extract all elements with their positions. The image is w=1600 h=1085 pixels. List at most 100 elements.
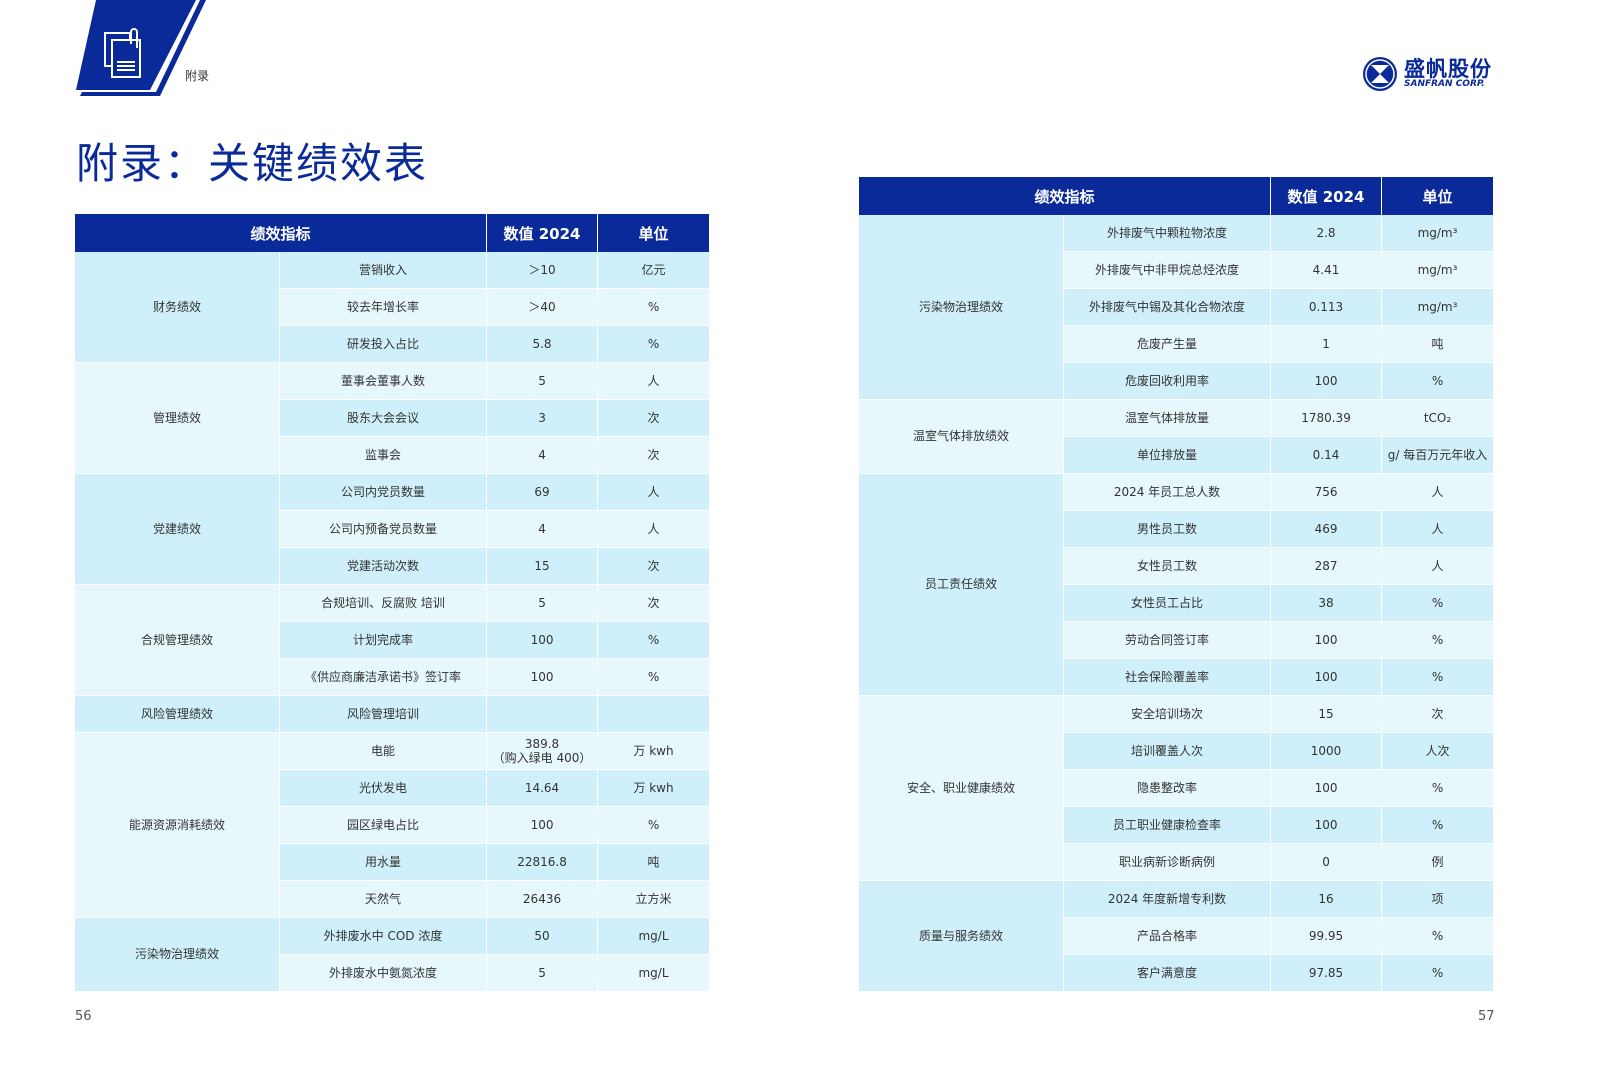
unit-cell: %: [598, 807, 710, 844]
unit-cell: %: [1382, 770, 1494, 807]
value-cell: 5: [487, 955, 599, 992]
value-cell: 469: [1271, 511, 1383, 548]
category-cell: 合规管理绩效: [75, 585, 280, 696]
table-row: 安全、职业健康绩效 安全培训场次 15 次: [859, 696, 1494, 881]
category-cell: 财务绩效: [75, 252, 280, 363]
unit-cell: 吨: [1382, 326, 1494, 363]
indicator-cell: 女性员工数: [1064, 548, 1272, 585]
table-row: 男性员工数 469 人: [859, 511, 1494, 548]
value-cell: 1780.39: [1271, 400, 1383, 437]
unit-cell: %: [1382, 363, 1494, 400]
unit-cell: 次: [1382, 696, 1494, 733]
unit-cell: mg/m³: [1382, 215, 1494, 252]
table-row: 培训覆盖人次 1000 人次: [859, 733, 1494, 770]
value-cell: 0.14: [1271, 437, 1383, 474]
unit-cell: %: [1382, 807, 1494, 844]
value-cell: 100: [1271, 770, 1383, 807]
table-row: 园区绿电占比 100%: [75, 807, 710, 844]
indicator-cell: 电能: [280, 733, 488, 770]
table-row: 《供应商廉洁承诺书》签订率 100%: [75, 659, 710, 696]
value-cell: 0: [1271, 844, 1383, 881]
value-cell: 100: [1271, 622, 1383, 659]
indicator-cell: 研发投入占比: [280, 326, 488, 363]
unit-cell: 次: [598, 437, 710, 474]
value-cell: 389.8 （购入绿电 400）: [487, 733, 599, 770]
page-title: 附录：关键绩效表: [76, 139, 429, 188]
unit-cell: 人: [598, 474, 710, 511]
table-row: 产品合格率 99.95%: [859, 918, 1494, 955]
value-cell: 100: [487, 622, 599, 659]
value-cell: 4: [487, 511, 599, 548]
indicator-cell: 党建活动次数: [280, 548, 488, 585]
table-row: 计划完成率 100%: [75, 622, 710, 659]
value-cell: 38: [1271, 585, 1383, 622]
column-header-value: 数值 2024: [487, 214, 599, 252]
indicator-cell: 温室气体排放量: [1064, 400, 1272, 437]
unit-cell: g/ 每百万元年收入: [1382, 437, 1494, 474]
table-row: 职业病新诊断病例 0 例: [859, 844, 1494, 881]
indicator-cell: 职业病新诊断病例: [1064, 844, 1272, 881]
unit-cell: tCO₂: [1382, 400, 1494, 437]
table-row: 能源资源消耗绩效 电能 389.8 （购入绿电 400）万 kwh: [75, 733, 710, 918]
unit-cell: %: [1382, 918, 1494, 955]
indicator-cell: 用水量: [280, 844, 488, 881]
table-row: 危废回收利用率 100%: [859, 363, 1494, 400]
unit-cell: 人次: [1382, 733, 1494, 770]
indicator-cell: 园区绿电占比: [280, 807, 488, 844]
column-header-indicator: 绩效指标: [859, 177, 1272, 215]
indicator-cell: 外排废水中 COD 浓度: [280, 918, 488, 955]
value-cell: 100: [1271, 659, 1383, 696]
unit-cell: 亿元: [598, 252, 710, 289]
unit-cell: 人: [598, 363, 710, 400]
indicator-cell: 监事会: [280, 437, 488, 474]
indicator-cell: 外排废气中颗粒物浓度: [1064, 215, 1272, 252]
indicator-cell: 产品合格率: [1064, 918, 1272, 955]
table-row: 用水量 22816.8 吨: [75, 844, 710, 881]
kpi-table-right: 绩效指标 数值 2024 单位 污染物治理绩效 外排废气中颗粒物浓度 2.8 mg/m…: [859, 177, 1494, 992]
value-cell: ＞10: [487, 252, 599, 289]
value-cell: 1: [1271, 326, 1383, 363]
indicator-cell: 单位排放量: [1064, 437, 1272, 474]
page-number-left: 56: [75, 1009, 92, 1024]
table-row: 单位排放量 0.14 g/ 每百万元年收入: [859, 437, 1494, 474]
table-row: 女性员工数 287 人: [859, 548, 1494, 585]
unit-cell: mg/L: [598, 955, 710, 992]
indicator-cell: 计划完成率: [280, 622, 488, 659]
value-cell: 5: [487, 363, 599, 400]
value-cell: 100: [1271, 363, 1383, 400]
value-cell: 5.8: [487, 326, 599, 363]
table-row: 污染物治理绩效 外排废水中 COD 浓度 50 mg/L: [75, 918, 710, 992]
table-row: 研发投入占比 5.8%: [75, 326, 710, 363]
category-cell: 风险管理绩效: [75, 696, 280, 733]
logo-en: SANFRAN CORP.: [1404, 79, 1485, 89]
unit-cell: %: [598, 659, 710, 696]
unit-cell: %: [598, 622, 710, 659]
section-corner-badge: [76, 0, 206, 96]
value-cell: 14.64: [487, 770, 599, 807]
unit-cell: %: [1382, 955, 1494, 992]
value-cell: 1000: [1271, 733, 1383, 770]
table-row: 客户满意度 97.85%: [859, 955, 1494, 992]
table-row: 危废产生量 1 吨: [859, 326, 1494, 363]
unit-cell: 次: [598, 400, 710, 437]
indicator-cell: 股东大会会议: [280, 400, 488, 437]
value-cell: 100: [487, 659, 599, 696]
unit-cell: mg/m³: [1382, 289, 1494, 326]
indicator-cell: 女性员工占比: [1064, 585, 1272, 622]
table-row: 合规管理绩效 合规培训、反腐败 培训 5 次: [75, 585, 710, 696]
section-label: 附录: [185, 69, 210, 83]
unit-cell: 例: [1382, 844, 1494, 881]
unit-cell: [598, 696, 710, 733]
category-cell: 质量与服务绩效: [859, 881, 1064, 992]
company-logo: 盛帆股份 SANFRAN CORP.: [1362, 56, 1492, 92]
indicator-cell: 合规培训、反腐败 培训: [280, 585, 488, 622]
indicator-cell: 董事会董事人数: [280, 363, 488, 400]
value-cell: 50: [487, 918, 599, 955]
column-header-unit: 单位: [598, 214, 710, 252]
unit-cell: 立方米: [598, 881, 710, 918]
table-row: 污染物治理绩效 外排废气中颗粒物浓度 2.8 mg/m³: [859, 215, 1494, 400]
value-cell: 100: [1271, 807, 1383, 844]
indicator-cell: 员工职业健康检查率: [1064, 807, 1272, 844]
value-cell: 3: [487, 400, 599, 437]
indicator-cell: 培训覆盖人次: [1064, 733, 1272, 770]
